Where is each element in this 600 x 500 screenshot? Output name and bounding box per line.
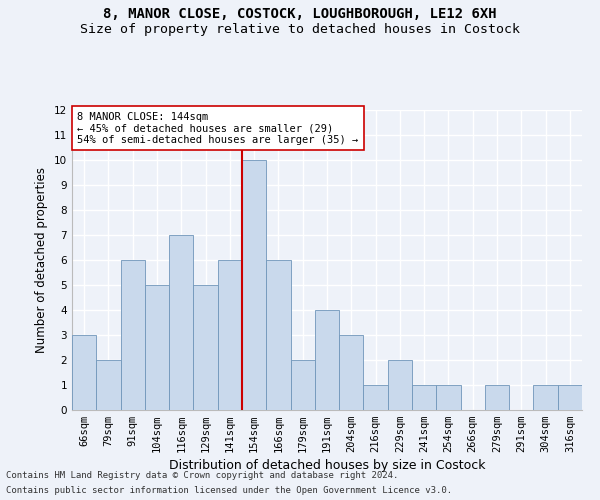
Bar	[436, 385, 461, 410]
Bar	[315, 310, 339, 410]
Text: Contains HM Land Registry data © Crown copyright and database right 2024.: Contains HM Land Registry data © Crown c…	[6, 471, 398, 480]
Bar	[364, 385, 388, 410]
Bar	[266, 260, 290, 410]
Bar	[485, 385, 509, 410]
Bar	[72, 335, 96, 410]
Text: 8, MANOR CLOSE, COSTOCK, LOUGHBOROUGH, LE12 6XH: 8, MANOR CLOSE, COSTOCK, LOUGHBOROUGH, L…	[103, 8, 497, 22]
Bar	[121, 260, 145, 410]
Text: Contains public sector information licensed under the Open Government Licence v3: Contains public sector information licen…	[6, 486, 452, 495]
Bar	[412, 385, 436, 410]
Bar	[96, 360, 121, 410]
Text: Size of property relative to detached houses in Costock: Size of property relative to detached ho…	[80, 22, 520, 36]
X-axis label: Distribution of detached houses by size in Costock: Distribution of detached houses by size …	[169, 460, 485, 472]
Bar	[339, 335, 364, 410]
Bar	[145, 285, 169, 410]
Bar	[242, 160, 266, 410]
Bar	[169, 235, 193, 410]
Y-axis label: Number of detached properties: Number of detached properties	[35, 167, 49, 353]
Text: 8 MANOR CLOSE: 144sqm
← 45% of detached houses are smaller (29)
54% of semi-deta: 8 MANOR CLOSE: 144sqm ← 45% of detached …	[77, 112, 358, 144]
Bar	[218, 260, 242, 410]
Bar	[558, 385, 582, 410]
Bar	[290, 360, 315, 410]
Bar	[193, 285, 218, 410]
Bar	[533, 385, 558, 410]
Bar	[388, 360, 412, 410]
